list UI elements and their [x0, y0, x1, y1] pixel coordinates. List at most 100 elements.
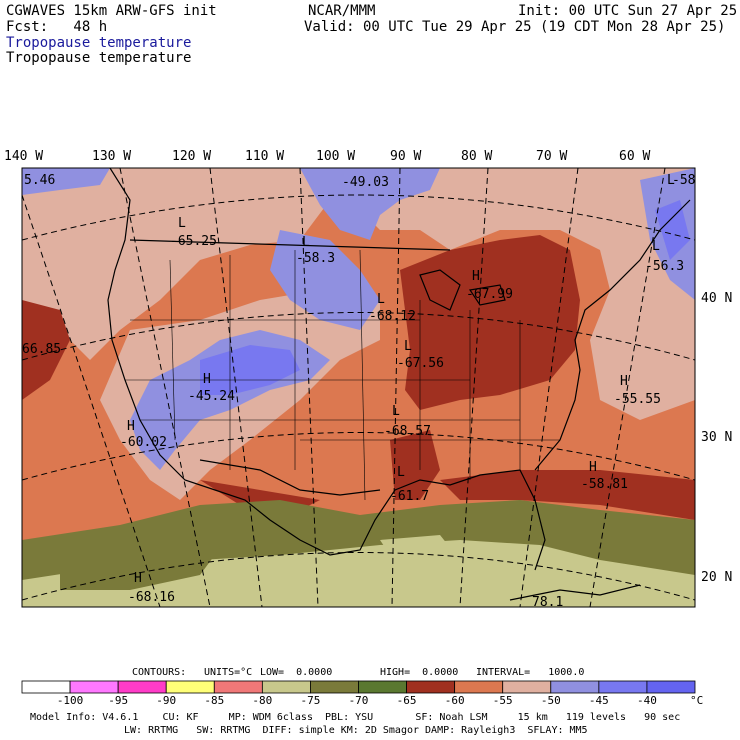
colorbar-tick-label: -50 [541, 694, 561, 707]
extremum-value: -68.16 [128, 590, 175, 605]
lon-label: 140 W [4, 149, 43, 164]
lat-label: 20 N [701, 570, 732, 585]
colorbar-tick-label: -90 [156, 694, 176, 707]
contours-interval: INTERVAL= 1000.0 [476, 667, 585, 678]
lat-line-30 [22, 432, 695, 481]
colorbar-swatch [406, 680, 456, 694]
lat-line-40 [22, 312, 695, 361]
contours-label: CONTOURS: [132, 667, 187, 678]
state-borders [125, 249, 560, 501]
colorbar-swatch [598, 680, 648, 694]
contours-high: HIGH= 0.0000 [380, 667, 459, 678]
colorbar-tick-label: -65 [397, 694, 417, 707]
colorbar-swatch [117, 680, 167, 694]
field-title: Tropopause temperature [6, 50, 192, 66]
colorbar-swatch [454, 680, 504, 694]
colorbar-tick-label: -80 [252, 694, 272, 707]
edge-value: 66.85 [22, 342, 61, 357]
field-blue-ne-core [655, 200, 690, 260]
extremum-letter: L [377, 292, 385, 307]
extremum-letter: H [203, 372, 211, 387]
field-red-south [390, 430, 440, 500]
colorbar-tick-label: -40 [637, 694, 657, 707]
colorbar-swatch [261, 680, 311, 694]
field-khaki-gulf [380, 535, 460, 570]
us-mexico-border [199, 459, 381, 496]
extremum-value: -68.12 [369, 309, 416, 324]
colorbar-swatch [358, 680, 407, 694]
field-blue-dakota [270, 230, 380, 330]
extremum-letter: L [302, 235, 310, 250]
extremum-letter: H [620, 374, 628, 389]
init-time: Init: 00 UTC Sun 27 Apr 25 [518, 3, 738, 19]
colorbar-swatch [165, 680, 215, 694]
latitude-labels: 40 N 30 N 20 N [701, 291, 732, 585]
graticule [22, 168, 695, 607]
extremum-letter: H [472, 269, 480, 284]
lon-label: 130 W [92, 149, 131, 164]
extremum-letter: L [397, 465, 405, 480]
model-info-line2: LW: RRTMG SW: RRTMG DIFF: simple KM: 2D … [124, 725, 588, 736]
caribbean [509, 584, 641, 601]
edge-value: 5.46 [24, 173, 55, 188]
field-red-east [400, 235, 580, 410]
extremum-value: -65.25 [170, 234, 217, 249]
field-olive-pacific [60, 548, 220, 590]
extremum-letter: L [392, 404, 400, 419]
lon-line-130 [22, 194, 161, 607]
colorbar-swatch [21, 680, 71, 694]
lake-erie [468, 284, 506, 306]
us-canada-border [129, 239, 451, 251]
extremum-letter: L [404, 339, 412, 354]
longitude-labels: 140 W 130 W 120 W 110 W 100 W 90 W 80 W … [4, 149, 650, 164]
colorbar-unit: °C [690, 694, 703, 707]
forecast-hour: Fcst: 48 h [6, 19, 108, 35]
lon-label: 80 W [461, 149, 492, 164]
extremum-value: -67.99 [466, 287, 513, 302]
extremum-letter: L [667, 173, 675, 188]
extremum-letter: L [178, 216, 186, 231]
east-coast [534, 199, 691, 471]
lon-line-90 [391, 168, 401, 607]
colorbar-tick-label: -55 [493, 694, 513, 707]
organization: NCAR/MMM [308, 3, 376, 19]
field-blue-core [200, 345, 300, 395]
lat-line-20 [22, 552, 695, 601]
lon-label: 60 W [619, 149, 650, 164]
colorbar-swatches [21, 680, 696, 694]
model-title: CGWAVES 15km ARW-GFS init [6, 3, 217, 19]
extremum-value: -55.55 [614, 392, 661, 407]
lon-label: 110 W [245, 149, 284, 164]
colorbar-swatch [502, 680, 552, 694]
edge-value: 78.1 [532, 595, 563, 610]
extremum-value: -45.24 [188, 389, 235, 404]
great-lakes [419, 269, 461, 311]
colorbar-labels: -100 -95 -90 -85 -80 -75 -70 -65 -60 -55 -50 -45 -40 [57, 694, 657, 707]
colorbar-swatch [310, 680, 359, 694]
lat-label: 30 N [701, 430, 732, 445]
colorbar-tick-label: -85 [204, 694, 224, 707]
extremum-value: -67.56 [397, 356, 444, 371]
extremum-value: -58 [672, 173, 695, 188]
colorbar-tick-label: -95 [108, 694, 128, 707]
colorbar-swatch [213, 680, 263, 694]
lon-line-70 [519, 168, 579, 607]
contours-units: UNITS=°C [204, 667, 253, 678]
extremum-letter: H [134, 571, 142, 586]
extremum-value: -58.3 [296, 251, 335, 266]
map-frame [21, 167, 696, 608]
extremum-letter: L [652, 239, 660, 254]
lon-line-80 [459, 168, 489, 607]
lon-line-120 [119, 168, 211, 607]
extrema-labels: L -65.25 L -58.3 L -68.12 L -67.56 L -68… [22, 173, 695, 610]
colorbar-tick-label: -60 [445, 694, 465, 707]
colorbar-swatch [69, 680, 119, 694]
extremum-value: -60.02 [120, 435, 167, 450]
west-gulf-coast [107, 168, 546, 571]
colorbar-swatch [646, 680, 696, 694]
lon-label: 100 W [316, 149, 355, 164]
coastlines [107, 168, 691, 601]
extremum-value: -68.57 [384, 424, 431, 439]
